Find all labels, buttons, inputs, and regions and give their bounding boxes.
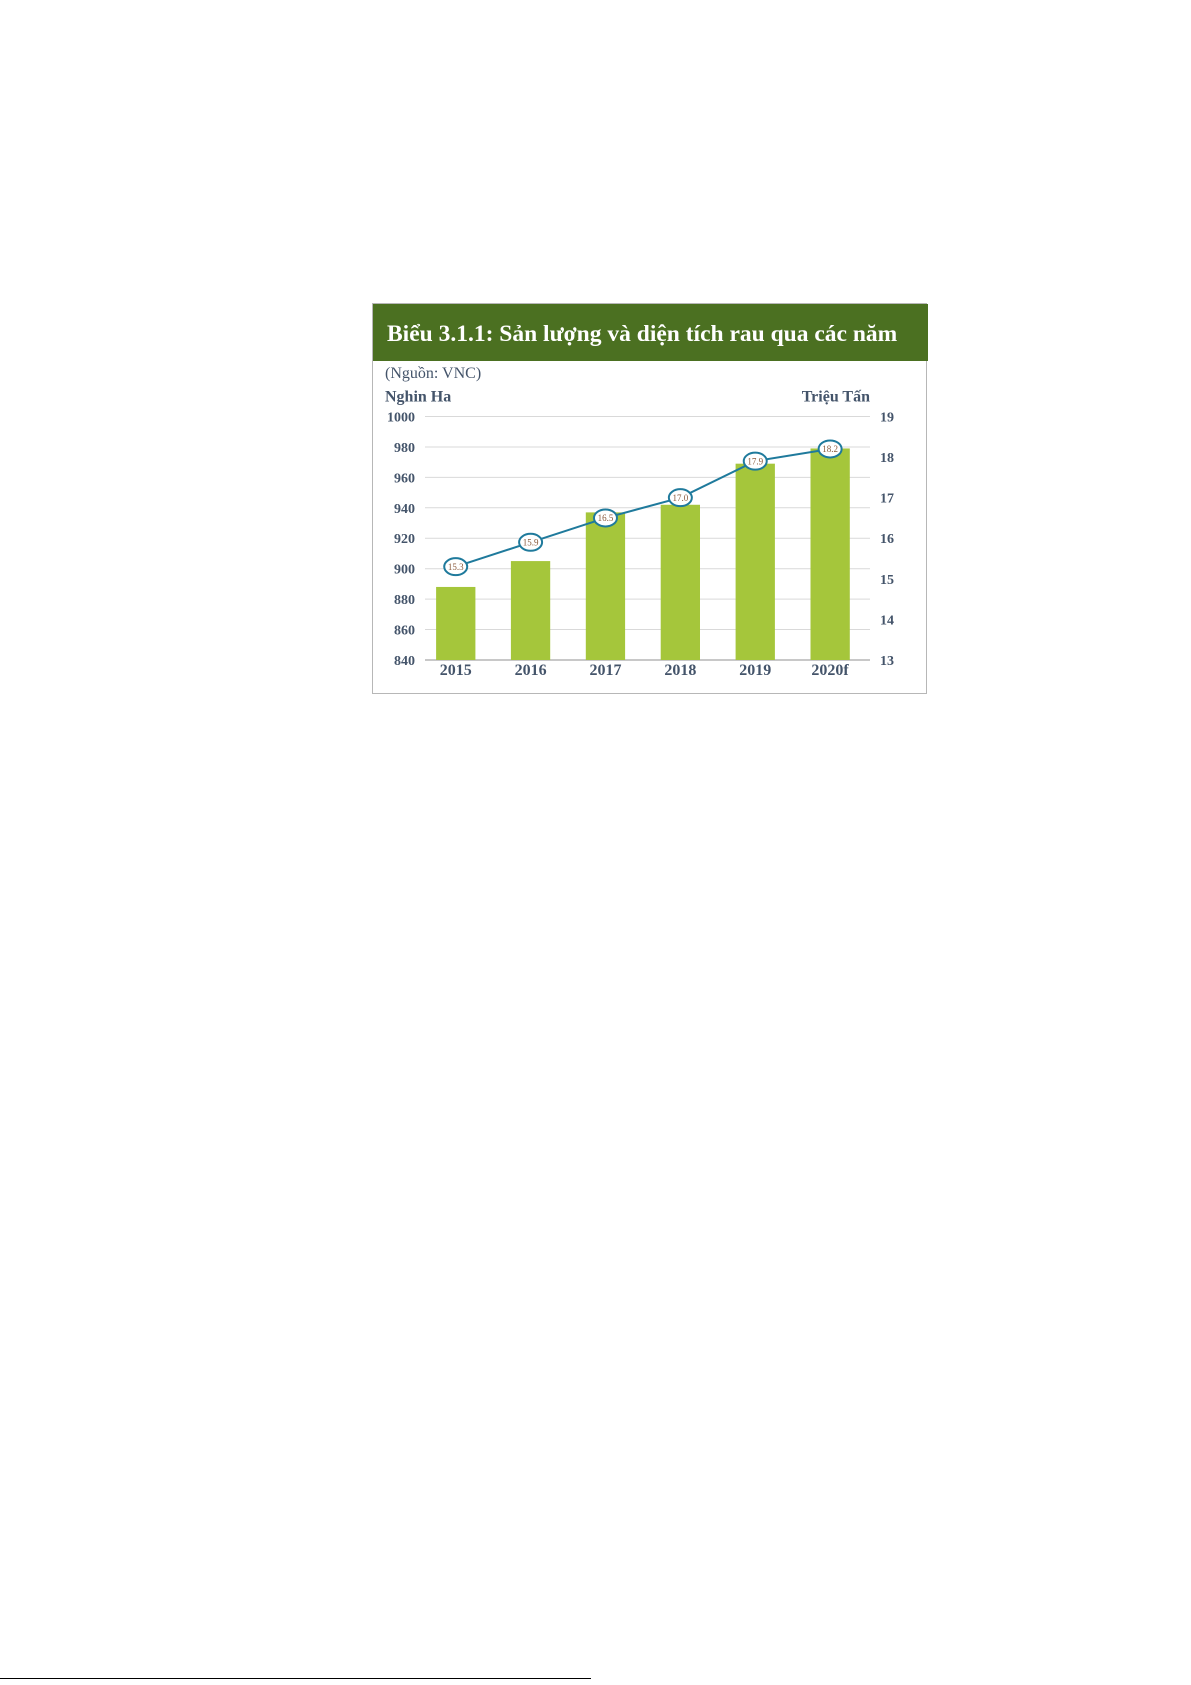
svg-text:17.0: 17.0 — [672, 493, 688, 503]
svg-text:16: 16 — [880, 532, 894, 547]
svg-text:(Nguồn: VNC): (Nguồn: VNC) — [385, 365, 481, 382]
svg-text:1000: 1000 — [387, 411, 415, 426]
svg-text:2016: 2016 — [515, 662, 547, 679]
svg-text:15: 15 — [880, 573, 894, 588]
svg-text:2018: 2018 — [664, 662, 696, 679]
svg-text:2020f: 2020f — [811, 662, 849, 679]
svg-text:Biểu 3.1.1: Sản lượng và diện: Biểu 3.1.1: Sản lượng và diện tích rau q… — [387, 321, 898, 347]
svg-text:15.3: 15.3 — [448, 562, 464, 572]
svg-text:18: 18 — [880, 451, 894, 466]
svg-text:15.9: 15.9 — [523, 538, 539, 548]
svg-text:880: 880 — [394, 593, 415, 608]
svg-text:Triệu Tấn: Triệu Tấn — [802, 389, 870, 406]
svg-text:17: 17 — [880, 492, 894, 507]
svg-text:980: 980 — [394, 441, 415, 456]
svg-text:860: 860 — [394, 624, 415, 639]
svg-text:13: 13 — [880, 654, 894, 669]
svg-text:19: 19 — [880, 411, 894, 426]
svg-text:2017: 2017 — [590, 662, 622, 679]
svg-text:920: 920 — [394, 532, 415, 547]
svg-text:Nghin Ha: Nghin Ha — [385, 389, 451, 406]
svg-text:16.5: 16.5 — [598, 513, 614, 523]
svg-text:840: 840 — [394, 654, 415, 669]
svg-text:18.2: 18.2 — [822, 444, 838, 454]
svg-text:900: 900 — [394, 563, 415, 578]
svg-text:940: 940 — [394, 502, 415, 517]
svg-text:2015: 2015 — [440, 662, 472, 679]
svg-text:2019: 2019 — [739, 662, 771, 679]
svg-text:17.9: 17.9 — [747, 456, 763, 466]
svg-text:960: 960 — [394, 471, 415, 486]
svg-text:14: 14 — [880, 613, 894, 628]
